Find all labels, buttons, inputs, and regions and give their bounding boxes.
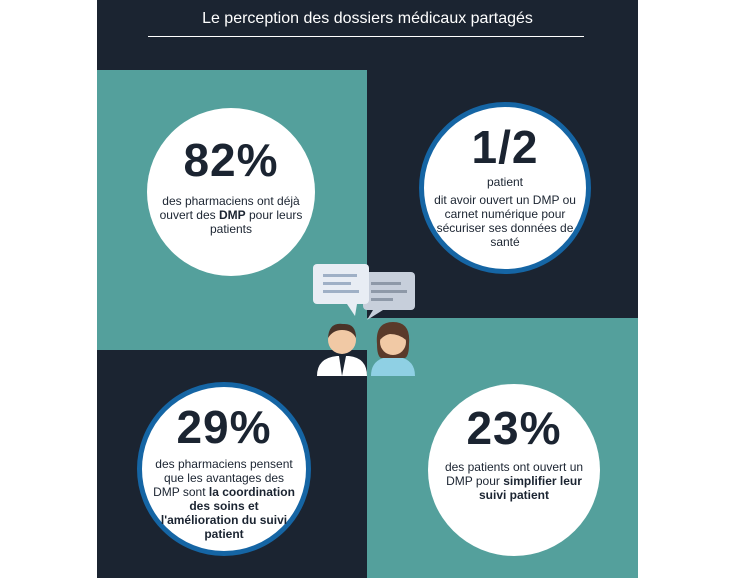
stat-card-half-patients: 1/2 patient dit avoir ouvert un DMP ou c… [419,102,591,274]
infographic-title: Le perception des dossiers médicaux part… [202,10,533,27]
title-divider [148,36,584,37]
stat-description: dit avoir ouvert un DMP ou carnet numéri… [434,193,576,249]
stat-value: 82% [183,134,279,186]
stat-card-patients-opened-dmp: 23% des patients ont ouvert un DMP pour … [428,384,600,556]
doctor-patient-conversation-icon [307,260,427,380]
stat-description: des pharmaciens pensent que les avantage… [153,457,295,541]
stat-value: 29% [176,401,272,453]
stat-value: 1/2 [471,121,539,173]
stat-card-pharmacists-dmp: 82% des pharmaciens ont déjà ouvert des … [147,108,315,276]
stat-description: des pharmaciens ont déjà ouvert des DMP … [159,194,303,236]
infographic-panel: Le perception des dossiers médicaux part… [97,0,638,578]
stat-description: des patients ont ouvert un DMP pour simp… [444,460,584,502]
stat-card-dmp-advantages: 29% des pharmaciens pensent que les avan… [137,382,311,556]
stat-subtitle: patient [486,175,524,189]
stat-value: 23% [466,402,562,454]
